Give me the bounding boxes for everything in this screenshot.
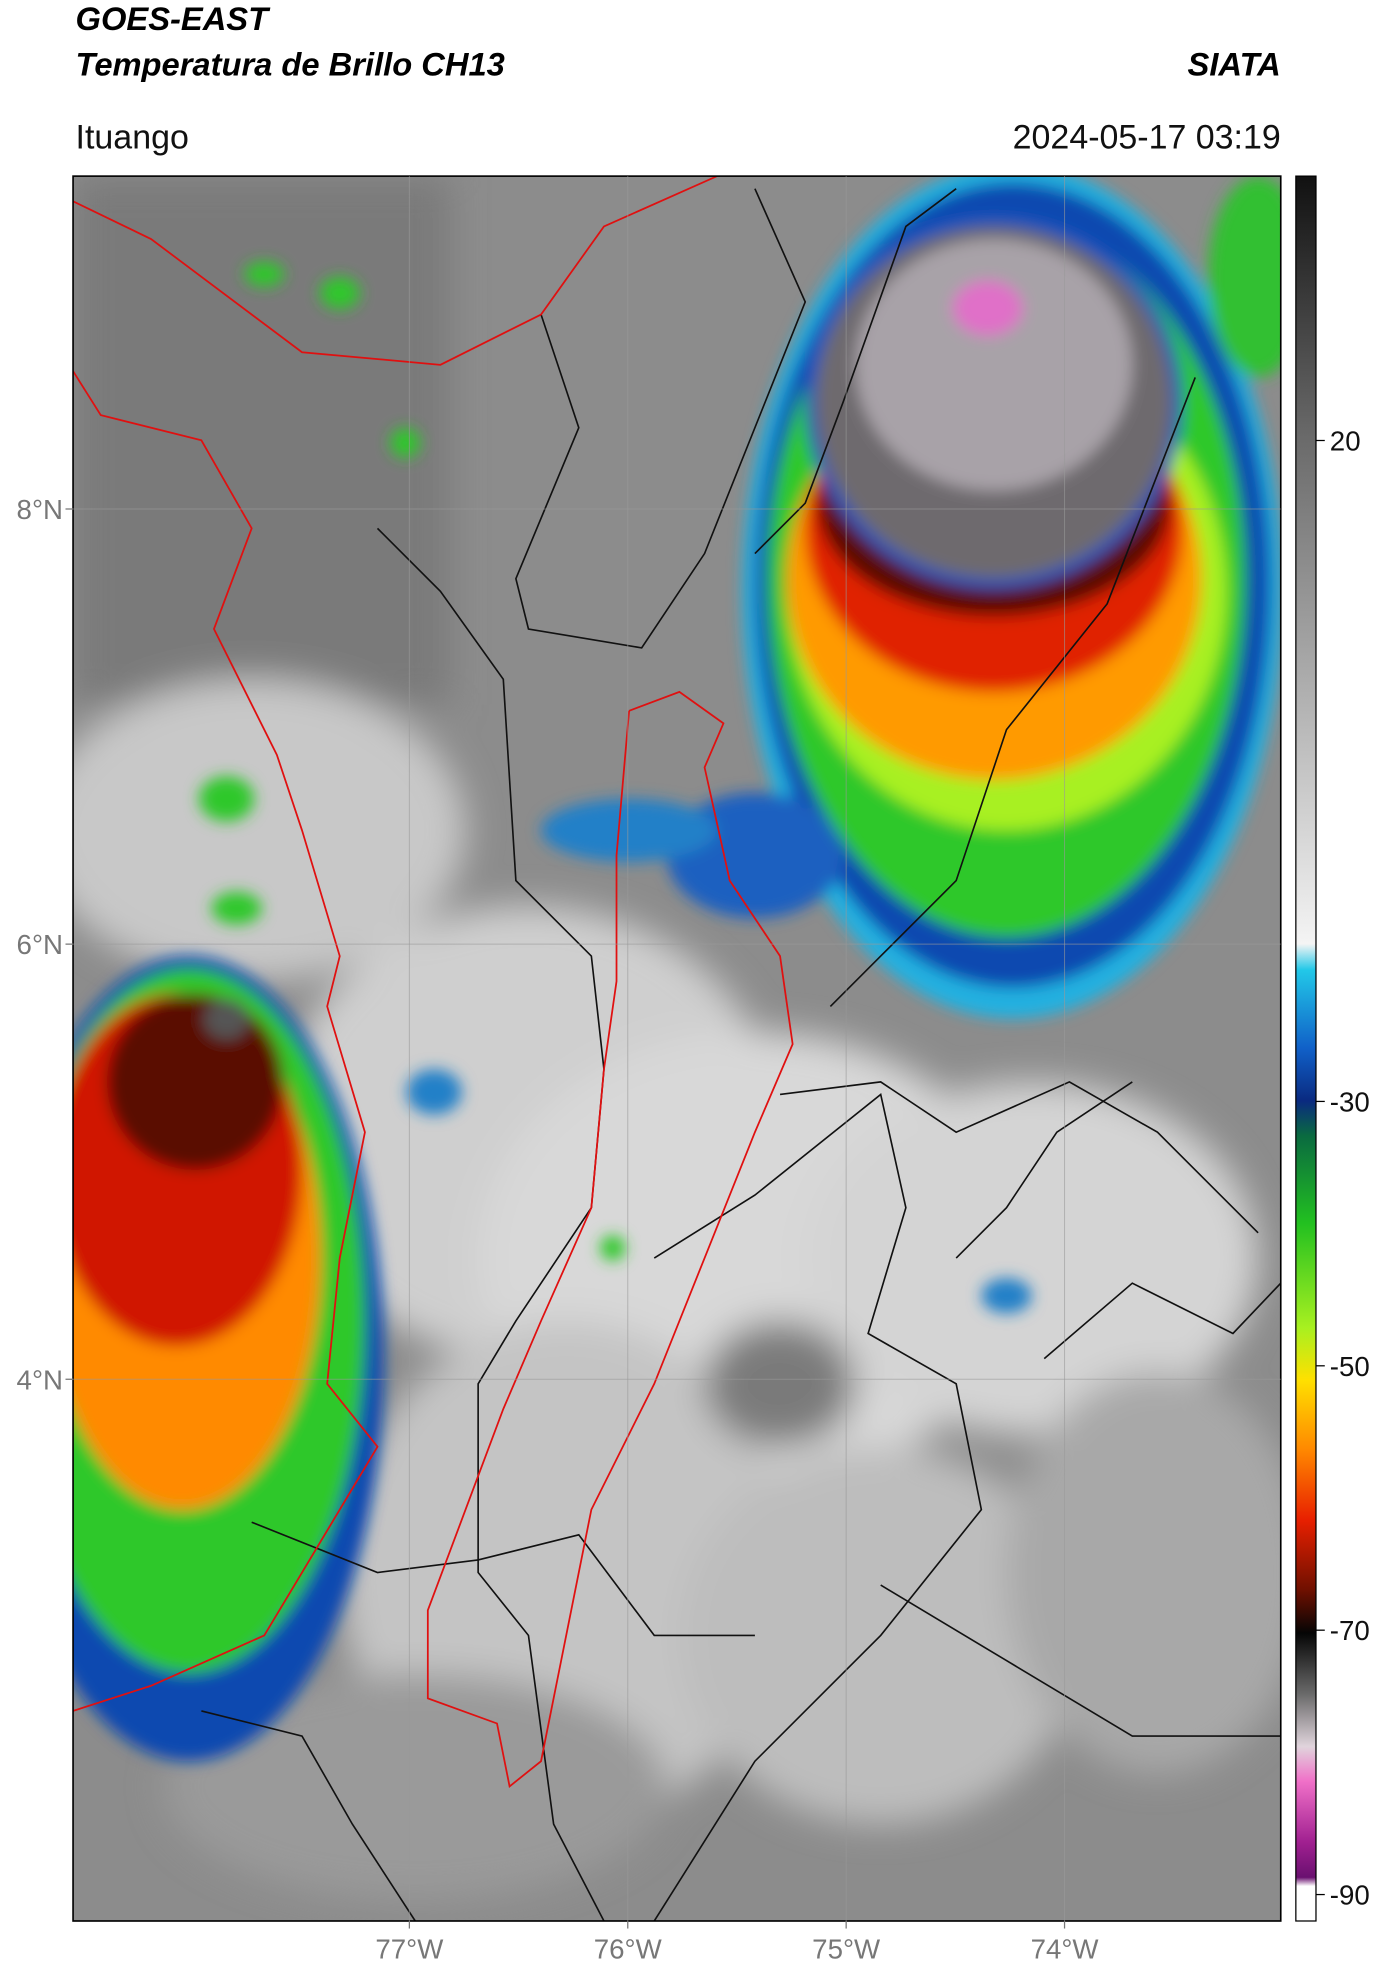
brand: SIATA bbox=[1188, 45, 1281, 82]
colorbar-tick-label: -70 bbox=[1330, 1615, 1370, 1646]
title-line2: Temperatura de Brillo CH13 bbox=[76, 45, 505, 82]
colorbar-tick-label: -30 bbox=[1330, 1086, 1370, 1117]
lat-tick-label: 8°N bbox=[17, 494, 63, 525]
map-frame bbox=[72, 175, 1282, 1922]
graticule: 8°N 6°N 4°N 77°W 76°W 75°W 74°W bbox=[17, 176, 1281, 1965]
title-line1: GOES-EAST bbox=[76, 0, 272, 37]
timestamp: 2024-05-17 03:19 bbox=[1013, 118, 1281, 156]
location: Ituango bbox=[76, 118, 189, 156]
satellite-image bbox=[73, 176, 1281, 1921]
lon-tick-label: 74°W bbox=[1031, 1934, 1100, 1965]
lon-tick-label: 76°W bbox=[594, 1934, 663, 1965]
colorbar-tick-label: -50 bbox=[1330, 1351, 1370, 1382]
colorbar-tick-label: -90 bbox=[1330, 1880, 1370, 1911]
lon-tick-label: 75°W bbox=[812, 1934, 881, 1965]
lon-tick-label: 77°W bbox=[375, 1934, 444, 1965]
colorbar-tick-label: 20 bbox=[1330, 426, 1361, 457]
lat-tick-label: 6°N bbox=[17, 929, 63, 960]
lat-tick-label: 4°N bbox=[17, 1364, 63, 1395]
colorbar bbox=[1295, 175, 1317, 1922]
